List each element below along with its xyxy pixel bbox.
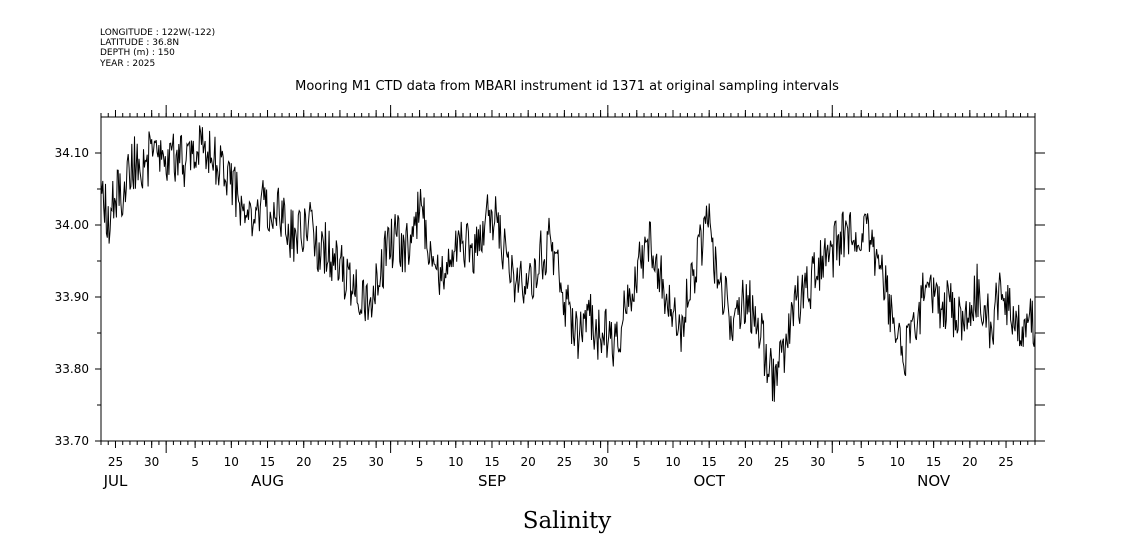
x-tick-label: 5 [633, 455, 641, 469]
x-axis: 25 30 5 10 15 20 25 30 5 10 15 20 25 30 5 10 15 20 25 30 5 10… [100, 105, 1036, 490]
x-tick-label: 30 [810, 455, 825, 469]
x-tick-label: 10 [224, 455, 239, 469]
year-label: YEAR : 2025 [99, 59, 155, 69]
y-tick-label: 34.10 [55, 146, 89, 160]
y-tick-label: 34.00 [55, 218, 89, 232]
x-tick-label: 15 [484, 455, 499, 469]
x-tick-label: 15 [926, 455, 941, 469]
x-month-label: SEP [478, 472, 506, 490]
x-month-label: JUL [103, 472, 128, 490]
x-tick-label: 15 [702, 455, 717, 469]
plot-frame [100, 116, 1036, 442]
x-axis-label: Salinity [523, 508, 612, 534]
x-tick-label: 20 [962, 455, 977, 469]
y-tick-label: 33.80 [55, 362, 89, 376]
x-tick-label: 10 [665, 455, 680, 469]
x-tick-label: 10 [448, 455, 463, 469]
x-tick-label: 15 [260, 455, 275, 469]
x-tick-label: 25 [774, 455, 789, 469]
y-tick-label: 33.90 [55, 290, 89, 304]
x-month-label: OCT [693, 472, 725, 490]
x-tick-label: 5 [416, 455, 424, 469]
y-tick-label: 33.70 [55, 434, 89, 448]
x-tick-label: 25 [108, 455, 123, 469]
x-tick-label: 20 [738, 455, 753, 469]
x-tick-label: 10 [890, 455, 905, 469]
x-tick-label: 30 [144, 455, 159, 469]
series-layer [100, 125, 1036, 402]
x-tick-label: 25 [998, 455, 1013, 469]
latitude-label: LATITUDE : 36.8N [100, 38, 179, 48]
x-month-label: NOV [917, 472, 951, 490]
x-tick-label: 30 [593, 455, 608, 469]
x-tick-label: 20 [296, 455, 311, 469]
x-tick-label: 20 [521, 455, 536, 469]
y-axis: 34.10 34.00 33.90 33.80 33.70 [55, 146, 1045, 448]
salinity-series-line [100, 125, 1036, 402]
x-tick-label: 30 [368, 455, 383, 469]
x-tick-label: 25 [557, 455, 572, 469]
x-month-label: AUG [251, 472, 284, 490]
x-tick-label: 25 [332, 455, 347, 469]
longitude-label: LONGITUDE : 122W(-122) [100, 28, 215, 38]
depth-label: DEPTH (m) : 150 [100, 48, 175, 58]
chart-title: Mooring M1 CTD data from MBARI instrumen… [295, 79, 839, 94]
x-tick-label: 5 [857, 455, 865, 469]
x-tick-label: 5 [191, 455, 199, 469]
